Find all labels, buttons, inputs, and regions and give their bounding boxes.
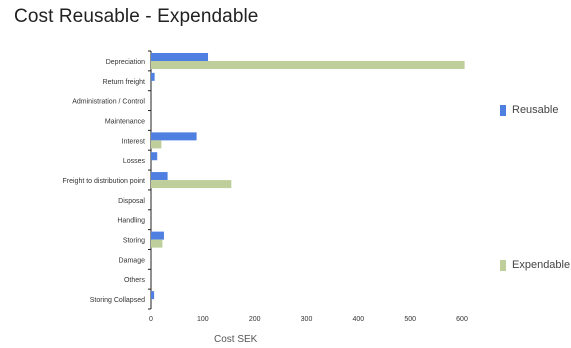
bar-expendable	[151, 239, 163, 248]
y-tick-label: Losses	[123, 158, 146, 165]
y-tick-label: Depreciation	[106, 59, 145, 66]
bar-reusable	[151, 152, 158, 161]
x-tick-label: 300	[301, 316, 313, 323]
y-tick-label: Storing Collapsed	[90, 297, 145, 304]
y-tick-label: Others	[124, 277, 146, 284]
bar-expendable	[151, 140, 162, 149]
legend-label-expendable: Expendable	[512, 259, 571, 271]
bar-reusable	[151, 291, 155, 300]
x-axis-label: Cost SEK	[214, 334, 258, 345]
y-tick-label: Freight to distribution point	[63, 178, 146, 185]
bar-reusable	[151, 72, 155, 81]
y-tick-label: Administration / Control	[72, 99, 145, 106]
chart-title: Cost Reusable - Expendable	[14, 6, 259, 27]
bar-reusable	[151, 53, 209, 61]
y-tick-label: Disposal	[118, 198, 145, 205]
bar-reusable	[151, 231, 164, 240]
y-tick-label: Return freight	[103, 79, 145, 86]
y-tick-label: Storing	[123, 238, 145, 245]
y-tick-label: Maintenance	[105, 118, 145, 125]
y-tick-label: Interest	[122, 138, 145, 145]
legend-item-expendable[interactable]: Expendable	[500, 259, 570, 271]
x-tick-label: 200	[249, 316, 261, 323]
bar-reusable	[151, 132, 197, 141]
y-tick-label: Handling	[117, 218, 145, 225]
x-tick-label: 400	[352, 316, 364, 323]
x-tick-label: 500	[404, 316, 416, 323]
y-tick-label: Damage	[119, 257, 146, 264]
legend-swatch-expendable	[500, 259, 506, 271]
legend-item-reusable[interactable]: Reusable	[500, 104, 558, 116]
x-tick-label: 0	[149, 316, 153, 323]
legend-swatch-reusable	[500, 104, 506, 116]
legend-label-reusable: Reusable	[512, 104, 559, 116]
bar-expendable	[151, 61, 465, 69]
bar-reusable	[151, 172, 168, 181]
x-tick-label: 600	[456, 316, 468, 323]
bar-expendable	[151, 180, 232, 189]
x-tick-label: 100	[197, 316, 209, 323]
